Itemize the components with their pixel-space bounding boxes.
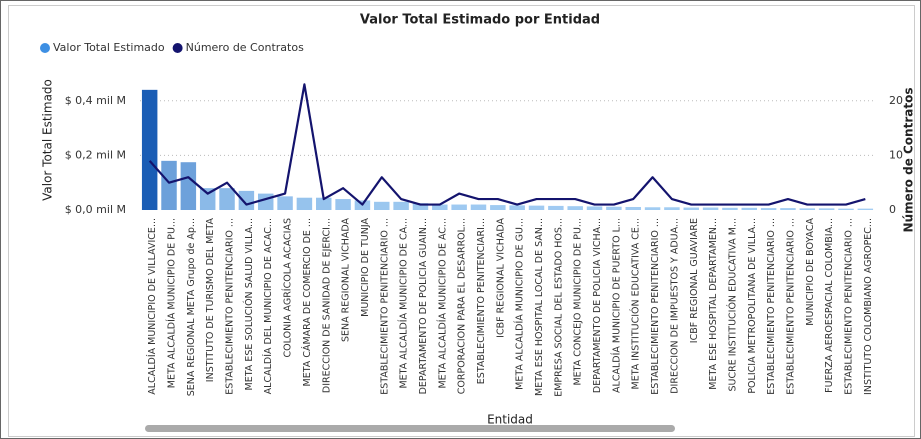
scrollbar[interactable] <box>145 425 675 432</box>
x-tick-label: SENA REGIONAL VICHADA <box>341 218 352 343</box>
chart-title: Valor Total Estimado por Entidad <box>360 13 600 28</box>
x-tick-label: SENA REGIONAL META Grupo de Ap... <box>186 218 197 396</box>
bar <box>722 207 738 210</box>
x-tick-label: MUNICIPIO DE TUNJA <box>360 218 371 317</box>
bar <box>567 206 583 210</box>
x-tick-label: ESTABLECIMIENTO PENITENCIARIO ... <box>785 218 796 395</box>
bar <box>238 190 255 210</box>
x-tick-label: META ALCALDÍA MUNICIPIO DE CA... <box>398 218 410 389</box>
x-tick-label: ICBF REGIONAL GUAVIARE <box>689 218 700 343</box>
bar <box>393 201 409 210</box>
x-tick-label: ICBF REGIONAL VICHADA <box>495 218 506 338</box>
bar <box>161 160 177 210</box>
legend-marker <box>40 43 50 53</box>
y2-tick-label: 10 <box>889 148 903 161</box>
x-tick-label: META CONCEJO MUNICIPIO DE PU... <box>573 218 584 386</box>
x-tick-label: META CÁMARA DE COMERCIO DE ... <box>301 218 313 386</box>
x-tick-label: COLONIA AGRÍCOLA ACACIAS <box>282 218 294 357</box>
y-tick-label: $ 0,0 mil M <box>65 203 126 216</box>
bar <box>548 205 564 210</box>
bar <box>528 205 545 210</box>
bar <box>451 204 467 210</box>
bar <box>760 208 777 210</box>
bar <box>257 193 274 210</box>
x-tick-label: DEPARTAMENTO DE POLICIA VICHA... <box>592 218 603 393</box>
x-tick-label: META ESE HOSPITAL DEPARTAMEN... <box>708 218 719 390</box>
bar <box>470 204 487 210</box>
bar <box>335 199 351 210</box>
x-axis-title: Entidad <box>487 413 533 427</box>
bar <box>818 208 835 210</box>
bar <box>799 208 816 210</box>
x-tick-label: EMPRESA SOCIAL DEL ESTADO HOS... <box>553 218 564 397</box>
x-tick-label: ESTABLECIMIENTO PENITENCIARIO ... <box>379 218 390 395</box>
legend-label: Número de Contratos <box>186 41 304 54</box>
x-tick-label: ESTABLECIMIENTO PENITENCIARIO ... <box>843 218 854 395</box>
bar <box>199 188 216 210</box>
x-tick-label: ESTABLECIMIENTO PENITENCIARI... <box>476 218 487 384</box>
x-tick-label: ALCALDÍA DEL MUNICIPIO DE ACAC... <box>262 218 274 394</box>
x-tick-label: SUCRE INSTITUCIÓN EDUCATIVA M... <box>726 218 738 392</box>
x-tick-label: META ALCALDÍA MUNICIPIO DE GU... <box>514 218 526 390</box>
x-tick-label: META ESE HOSPITAL LOCAL DE SAN... <box>534 218 545 396</box>
x-tick-label: ALCALDÍA MUNICIPIO DE PUERTO L... <box>610 218 622 393</box>
x-tick-label: META INSTITUCIÓN EDUCATIVA CE... <box>630 218 642 390</box>
x-tick-label: ESTABLECIMIENTO PENITENCIARIO ... <box>650 218 661 395</box>
y2-tick-label: 20 <box>889 94 903 107</box>
bar <box>219 188 235 210</box>
x-tick-label: META ALCALDÍA MUNICIPIO DE PU... <box>166 218 178 388</box>
bar <box>180 162 197 210</box>
y2-tick-label: 0 <box>889 203 896 216</box>
bar <box>374 201 390 210</box>
bar <box>838 208 854 210</box>
x-tick-label: META ESE SOLUCIÓN SALUD VILLA... <box>243 218 255 390</box>
bar <box>296 197 313 210</box>
card <box>8 5 915 437</box>
x-tick-label: INSTITUTO COLOMBIANO AGROPEC... <box>863 218 874 395</box>
x-tick-label: DIRECCION DE IMPUESTOS Y ADUA... <box>669 218 680 394</box>
x-tick-label: CORPORACION PARA EL DESARROL... <box>457 218 468 394</box>
bar <box>644 207 661 210</box>
legend-marker <box>172 43 183 53</box>
bar <box>780 208 796 210</box>
x-tick-label: DIRECCION DE SANIDAD DE EJERCI... <box>321 218 332 393</box>
x-tick-label: INSTITUTO DE TURISMO DEL META <box>205 218 216 383</box>
bar <box>586 206 603 210</box>
line <box>148 83 866 206</box>
bar <box>277 196 293 210</box>
bar <box>509 205 525 210</box>
bar <box>857 208 874 210</box>
bar <box>683 207 699 210</box>
y-axis-title: Valor Total Estimado <box>41 79 55 201</box>
bar <box>606 206 622 210</box>
y-tick-label: $ 0,2 mil M <box>65 148 126 161</box>
bar <box>664 207 680 210</box>
bar <box>741 207 758 210</box>
y-tick-label: $ 0,4 mil M <box>65 94 126 107</box>
x-tick-label: ALCALDÍA MUNICIPIO DE VILLAVICE... <box>146 218 158 395</box>
bar <box>490 205 506 210</box>
x-tick-label: META ALCALDÍA MUNICIPIO DE AC... <box>436 218 448 389</box>
bar <box>702 207 719 210</box>
bar <box>432 204 448 210</box>
x-tick-label: DEPARTAMENTO DE POLICIA GUAIN... <box>418 218 429 394</box>
bar <box>412 203 429 210</box>
x-tick-label: FUERZA AEROESPACIAL COLOMBIA... <box>824 218 835 393</box>
bar <box>625 206 641 210</box>
legend-label: Valor Total Estimado <box>53 41 165 54</box>
x-tick-label: ESTABLECIMIENTO PENITENCIARIO ... <box>225 218 236 395</box>
y2-axis-title: Número de Contratos <box>902 88 916 233</box>
x-tick-label: ESTABLECIMIENTO PENITENCIARIO ... <box>766 218 777 395</box>
bar <box>141 89 158 210</box>
x-tick-label: MUNICIPIO DE BOYACA <box>805 218 816 326</box>
x-tick-label: POLICIA METROPOLITANA DE VILLA... <box>747 218 758 394</box>
bar <box>316 197 332 210</box>
